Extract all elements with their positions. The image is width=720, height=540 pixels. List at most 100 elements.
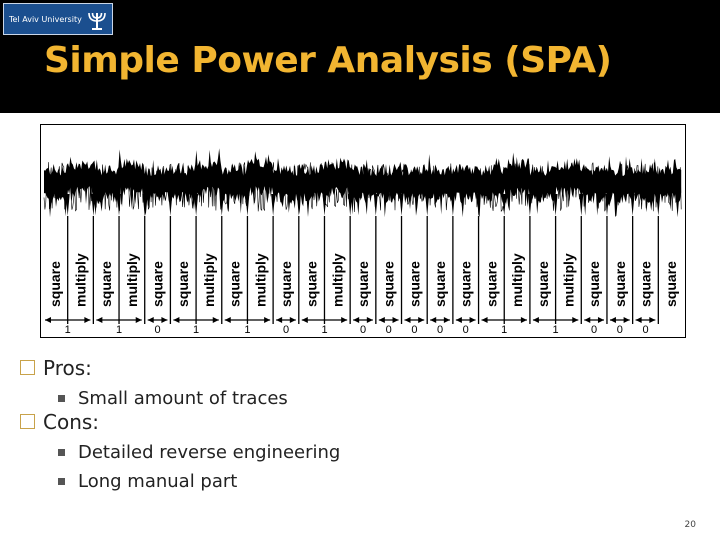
trace-dip: [656, 194, 661, 216]
operation-label: square: [612, 261, 628, 307]
arrow-head: [404, 317, 411, 323]
bullet-icon: [58, 395, 65, 402]
page-number: 20: [684, 520, 696, 530]
operation-label: square: [483, 261, 499, 307]
trace-dip: [399, 194, 404, 216]
operation-label: multiply: [124, 253, 140, 307]
pros-item: Small amount of traces: [58, 388, 288, 409]
arrow-head: [212, 317, 219, 323]
key-bit-label: 0: [437, 324, 443, 336]
title-bar: Tel Aviv University Simple Power Analysi…: [0, 0, 720, 113]
checkbox-icon: [20, 360, 35, 375]
operation-label: square: [98, 261, 114, 307]
trace-dip: [579, 194, 584, 216]
arrow-head: [264, 317, 271, 323]
operation-label: square: [304, 261, 320, 307]
arrow-head: [96, 317, 103, 323]
arrow-head: [572, 317, 579, 323]
key-bit-label: 1: [116, 324, 122, 336]
trace-dip: [425, 194, 430, 216]
arrow-head: [469, 317, 476, 323]
operation-label: square: [355, 261, 371, 307]
trace-dip: [553, 194, 558, 216]
arrow-head: [392, 317, 399, 323]
key-bit-label: 1: [193, 324, 199, 336]
key-bit-label: 1: [553, 324, 559, 336]
bullet-icon: [58, 478, 65, 485]
trace-dip: [373, 194, 378, 216]
operation-label: square: [432, 261, 448, 307]
trace-dip: [194, 194, 199, 216]
arrow-head: [276, 317, 283, 323]
pros-label: Pros:: [43, 356, 92, 380]
key-bit-label: 0: [386, 324, 392, 336]
key-bit-labels: 1 1 0 1 1 0 1 0 0 0 0 0 1 1 0 0 0: [45, 317, 656, 336]
key-bit-label: 1: [321, 324, 327, 336]
operation-label: square: [586, 261, 602, 307]
figure-frame: [40, 124, 686, 338]
operation-label: multiply: [73, 253, 89, 307]
key-bit-label: 0: [591, 324, 597, 336]
arrow-head: [378, 317, 385, 323]
cons-item-text: Detailed reverse engineering: [78, 442, 341, 463]
cons-heading: Cons:: [20, 410, 99, 434]
arrow-head: [635, 317, 642, 323]
trace-dip: [348, 194, 353, 216]
arrow-head: [481, 317, 488, 323]
trace-dip: [91, 194, 96, 216]
arrow-head: [84, 317, 91, 323]
arrow-head: [366, 317, 373, 323]
trace-dip: [168, 194, 173, 216]
cons-item: Detailed reverse engineering: [58, 442, 341, 463]
trace-dip: [476, 194, 481, 216]
arrow-head: [147, 317, 154, 323]
operation-label: square: [278, 261, 294, 307]
operation-label: multiply: [560, 253, 576, 307]
arrow-head: [597, 317, 604, 323]
trace-dip: [605, 194, 609, 216]
operation-labels: square multiply square multiply square square…: [47, 216, 679, 324]
key-bit-label: 0: [642, 324, 648, 336]
arrow-head: [584, 317, 591, 323]
key-bit-label: 0: [617, 324, 623, 336]
arrow-head: [341, 317, 348, 323]
cons-item: Long manual part: [58, 471, 238, 492]
operation-label: square: [535, 261, 551, 307]
trace-dip: [527, 194, 532, 216]
key-bit-label: 0: [155, 324, 161, 336]
trace-dip: [65, 194, 70, 216]
operation-label: multiply: [201, 253, 217, 307]
trace-spikes: [43, 162, 682, 213]
operation-label: square: [663, 261, 679, 307]
trace-dip: [117, 194, 121, 216]
arrow-head: [353, 317, 360, 323]
operation-label: multiply: [329, 253, 345, 307]
trace-dip: [322, 194, 327, 216]
trace-dip: [142, 194, 147, 216]
operation-label: square: [406, 261, 422, 307]
slide-title: Simple Power Analysis (SPA): [44, 40, 612, 81]
power-trace-figure: square multiply square multiply square square…: [40, 124, 686, 338]
arrow-head: [623, 317, 630, 323]
arrow-head: [173, 317, 180, 323]
arrow-head: [418, 317, 425, 323]
operation-label: square: [381, 261, 397, 307]
arrow-head: [443, 317, 450, 323]
arrow-head: [455, 317, 462, 323]
operation-label: square: [47, 261, 63, 307]
arrow-head: [609, 317, 616, 323]
power-trace: [40, 124, 686, 338]
arrow-head: [430, 317, 437, 323]
operation-label: multiply: [252, 253, 268, 307]
key-bit-label: 1: [501, 324, 507, 336]
menorah-icon: [88, 12, 106, 30]
operation-label: multiply: [509, 253, 525, 307]
pros-item-text: Small amount of traces: [78, 388, 288, 409]
key-bit-label: 1: [65, 324, 71, 336]
cons-item-text: Long manual part: [78, 471, 238, 492]
trace-dip: [502, 194, 507, 216]
key-bit-label: 0: [283, 324, 289, 336]
trace-dip: [271, 194, 276, 216]
logo-text: Tel Aviv University: [9, 15, 82, 24]
cons-label: Cons:: [43, 410, 100, 434]
